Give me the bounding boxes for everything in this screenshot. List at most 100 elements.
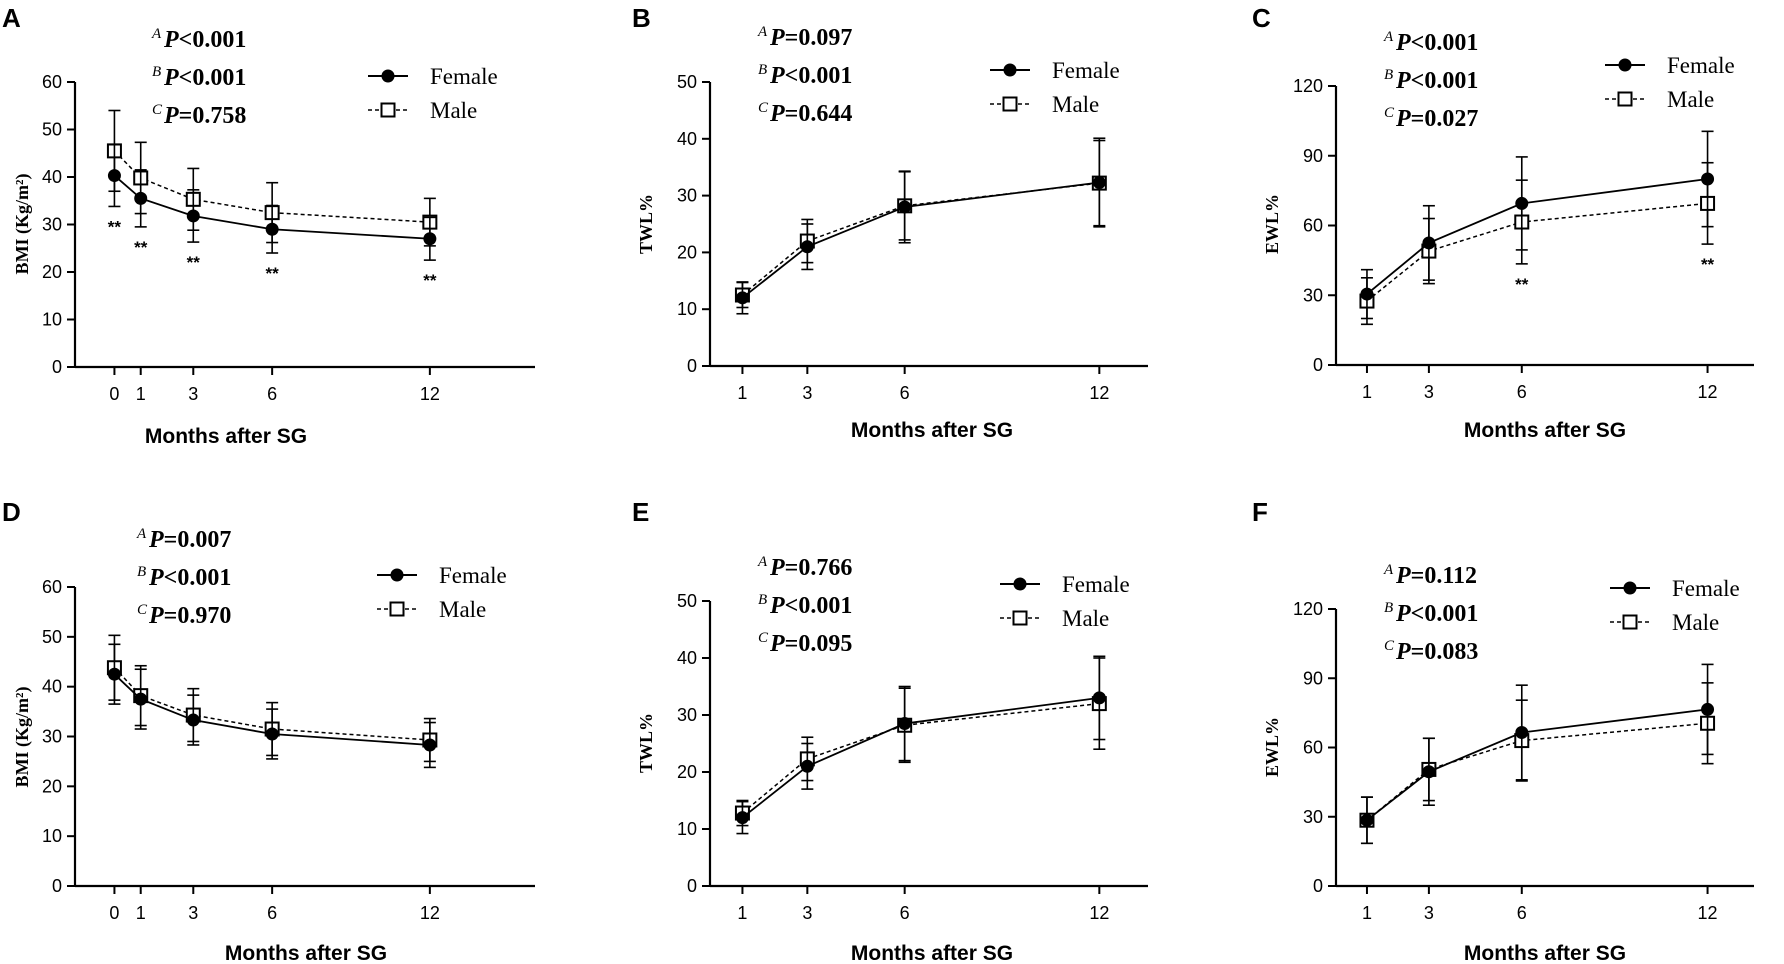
legend-label-female: Female (1052, 58, 1120, 83)
legend-label-male: Male (1052, 92, 1099, 117)
x-tick-label: 3 (1424, 382, 1434, 402)
x-tick-label: 6 (1517, 903, 1527, 923)
y-tick-label: 30 (677, 705, 697, 725)
data-point-female (1422, 765, 1436, 779)
stat-p-letter: P (1395, 639, 1411, 665)
stat-superscript: A (1383, 562, 1394, 578)
x-tick-label: 1 (136, 903, 146, 923)
data-point-female (134, 191, 148, 205)
data-point-female (186, 713, 200, 727)
data-point-female (1701, 172, 1715, 186)
x-tick-label: 1 (136, 384, 146, 404)
data-point-female (1515, 196, 1529, 210)
y-tick-label: 40 (42, 167, 62, 187)
stat-value: =0.766 (785, 555, 853, 581)
stat-superscript: B (758, 592, 767, 608)
y-tick-label: 60 (42, 72, 62, 92)
y-tick-label: 10 (42, 826, 62, 846)
x-tick-label: 3 (802, 903, 812, 923)
y-axis-title: EWL% (1262, 717, 1282, 777)
y-tick-label: 0 (1313, 876, 1323, 896)
legend-marker-male (1622, 614, 1638, 630)
legend-marker-male (389, 601, 405, 617)
x-tick-label: 3 (1424, 903, 1434, 923)
y-tick-label: 10 (677, 299, 697, 319)
y-tick-label: 20 (42, 776, 62, 796)
y-tick-label: 20 (42, 262, 62, 282)
stat-p-value: P<0.001 (1395, 601, 1478, 627)
stat-p-value: P=0.644 (769, 101, 852, 127)
y-tick-label: 10 (42, 310, 62, 330)
x-tick-label: 6 (1517, 382, 1527, 402)
data-point-female (107, 169, 121, 183)
y-tick-label: 50 (677, 591, 697, 611)
stat-p-value: P=0.112 (1395, 563, 1477, 589)
y-tick-label: 40 (677, 129, 697, 149)
x-axis-title: Months after SG (1464, 942, 1626, 964)
y-tick-label: 0 (52, 357, 62, 377)
legend-label-male: Male (1672, 610, 1719, 635)
series-line-female (741, 181, 1100, 299)
stat-value: =0.970 (164, 603, 232, 629)
x-axis-title: Months after SG (851, 419, 1013, 442)
series-line-female (741, 697, 1100, 819)
stat-value: <0.001 (785, 593, 853, 619)
x-tick-label: 6 (267, 384, 277, 404)
stat-superscript: C (137, 602, 148, 618)
stat-superscript: C (1384, 105, 1395, 121)
data-point-female (1422, 236, 1436, 250)
stat-p-value: P=0.766 (769, 555, 852, 581)
stat-p-letter: P (148, 527, 164, 553)
x-tick-label: 12 (1089, 903, 1109, 923)
data-point-female (1515, 725, 1529, 739)
stat-p-value: P<0.001 (769, 593, 852, 619)
y-tick-label: 30 (677, 186, 697, 206)
stat-p-letter: P (163, 65, 179, 91)
y-tick-label: 30 (42, 215, 62, 235)
stat-p-value: P=0.758 (163, 103, 246, 129)
stat-p-letter: P (163, 27, 179, 53)
stat-superscript: B (152, 64, 161, 80)
stat-value: <0.001 (1411, 68, 1479, 94)
stat-p-letter: P (769, 101, 785, 127)
legend-marker-female (1623, 581, 1637, 595)
data-point-female (898, 200, 912, 214)
x-tick-label: 12 (420, 384, 440, 404)
legend-label-male: Male (1062, 606, 1109, 631)
legend-marker-female (390, 568, 404, 582)
stat-p-letter: P (769, 555, 785, 581)
stat-superscript: B (137, 564, 146, 580)
stat-superscript: C (152, 102, 163, 118)
stat-p-value: P=0.083 (1395, 639, 1478, 665)
data-point-female (186, 209, 200, 223)
series-line-female (1366, 178, 1708, 295)
y-tick-label: 120 (1293, 599, 1323, 619)
data-point-female (735, 291, 749, 305)
stat-value: =0.083 (1411, 639, 1479, 665)
stat-p-letter: P (769, 25, 785, 51)
stat-p-value: P<0.001 (1395, 68, 1478, 94)
x-axis-title: Months after SG (225, 942, 387, 964)
significance-marker: ** (266, 264, 280, 283)
series-line-male (1366, 202, 1708, 302)
stat-value: <0.001 (164, 565, 232, 591)
significance-marker: ** (1701, 255, 1715, 274)
stat-superscript: A (136, 526, 147, 542)
y-tick-label: 0 (687, 876, 697, 896)
legend-label-female: Female (1672, 576, 1740, 601)
data-point-female (1092, 691, 1106, 705)
series-line-male (741, 702, 1100, 814)
y-tick-label: 60 (42, 577, 62, 597)
stat-superscript: A (757, 554, 768, 570)
stat-p-letter: P (1395, 68, 1411, 94)
x-axis-title: Months after SG (1464, 419, 1626, 442)
stat-p-letter: P (148, 565, 164, 591)
stat-p-value: P<0.001 (1395, 30, 1478, 56)
data-point-female (1701, 702, 1715, 716)
x-tick-label: 3 (188, 903, 198, 923)
stat-value: =0.027 (1411, 106, 1479, 132)
x-tick-label: 12 (420, 903, 440, 923)
legend-marker-female (1003, 63, 1017, 77)
y-tick-label: 30 (1303, 285, 1323, 305)
